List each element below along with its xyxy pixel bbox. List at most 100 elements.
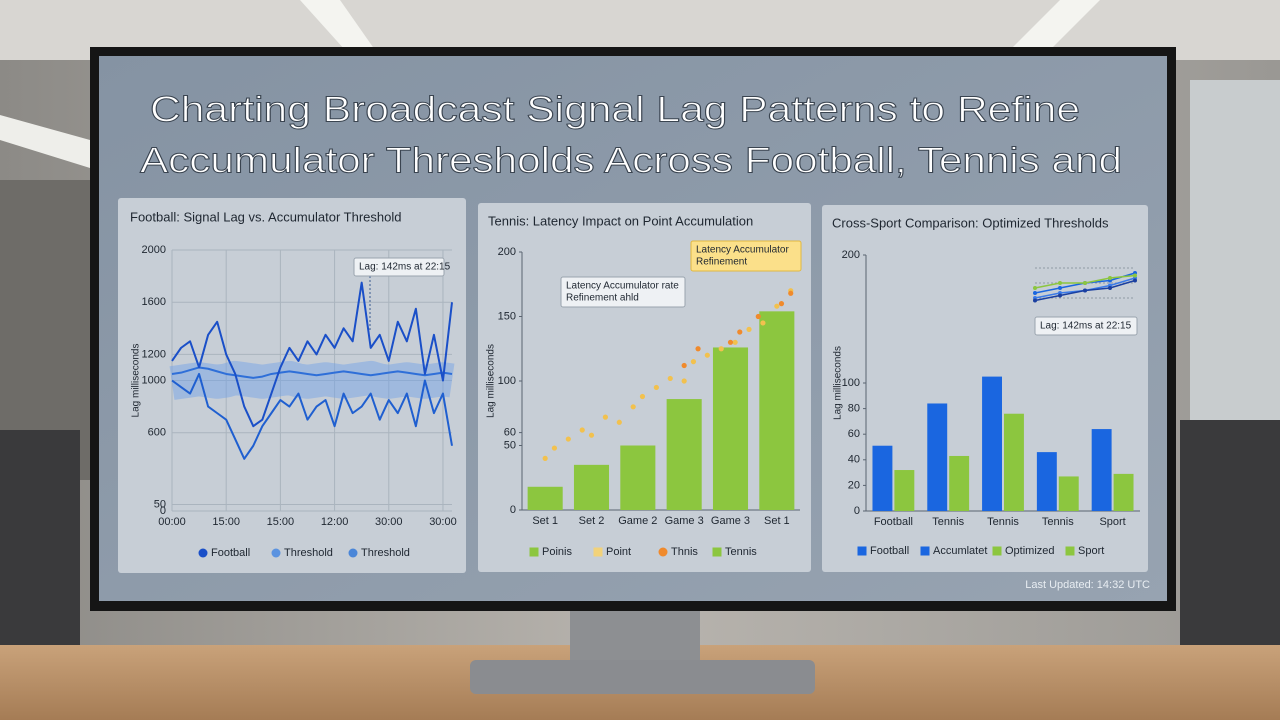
y-tick-label: 100 — [842, 377, 860, 389]
scatter-point — [695, 346, 701, 352]
legend-marker — [593, 547, 603, 557]
y-tick-label: 0 — [854, 505, 860, 517]
legend-label: Accumlatet — [933, 545, 987, 557]
scatter-point — [616, 419, 622, 425]
y-tick-label: 1600 — [142, 296, 166, 308]
y-tick-label: 60 — [848, 428, 860, 440]
bar — [527, 486, 563, 510]
legend-marker — [271, 548, 281, 558]
scatter-point — [579, 427, 585, 433]
x-tick-label: Game 2 — [618, 515, 657, 527]
page-title: Charting Broadcast Signal Lag Patterns t… — [150, 89, 1080, 130]
y-axis-label: Lag milliseconds — [833, 346, 844, 420]
ceiling-light — [300, 0, 375, 50]
y-axis-label: Lag milliseconds — [131, 344, 142, 418]
annotation-text: Lag: 142ms at 22:15 — [1040, 321, 1132, 332]
inset-point — [1133, 278, 1137, 283]
series-line — [171, 281, 453, 428]
legend-label: Threshold — [361, 547, 410, 559]
bar — [1036, 452, 1057, 511]
bar — [872, 445, 893, 511]
y-tick-label: 100 — [498, 375, 516, 387]
inset-point — [1083, 288, 1087, 293]
legend-marker — [658, 547, 668, 557]
bar — [1058, 476, 1079, 511]
bar — [1004, 413, 1024, 511]
footer: Last Updated: 14:32 UTC — [1025, 579, 1150, 591]
scatter-point — [681, 378, 687, 384]
x-tick-label: Sport — [1099, 516, 1125, 528]
inset-point — [1108, 286, 1112, 290]
legend-marker — [857, 546, 867, 556]
scatter-point — [602, 414, 609, 420]
bar — [573, 464, 610, 510]
x-tick-label: 12:00 — [321, 516, 349, 528]
annotation-box — [1034, 316, 1138, 336]
legend-label: Sport — [1078, 545, 1104, 557]
legend-label: Optimized — [1005, 545, 1055, 557]
y-tick-label: 2000 — [142, 244, 166, 256]
scatter-point — [653, 384, 659, 391]
scatter-point — [667, 375, 673, 382]
legend-marker — [712, 547, 722, 557]
inset-point — [1058, 293, 1062, 298]
page-title: Accumulator Thresholds Across Football, … — [140, 140, 1122, 181]
inset-point — [1033, 291, 1037, 295]
legend-label: Football — [211, 547, 250, 559]
series-line — [171, 372, 453, 460]
scatter-point — [588, 432, 595, 438]
y-tick-label: 200 — [498, 246, 516, 258]
ceiling-light — [0, 115, 90, 168]
annotation-box — [353, 257, 445, 277]
annotation-text: Refinement — [696, 257, 747, 268]
scatter-point — [565, 436, 571, 442]
inset-point — [1033, 298, 1037, 303]
legend-label: Thnis — [671, 546, 698, 558]
bar — [894, 470, 915, 511]
legend-marker — [198, 548, 208, 558]
legend-marker — [1065, 546, 1075, 556]
x-tick-label: Game 3 — [665, 515, 704, 527]
y-tick-label: 50 — [504, 439, 516, 451]
inset-point — [1083, 281, 1087, 285]
scatter-point — [774, 303, 780, 309]
chart-title: Football: Signal Lag vs. Accumulator Thr… — [130, 209, 401, 224]
scatter-point — [760, 320, 766, 326]
legend-label: Tennis — [725, 546, 757, 558]
y-tick-label: 1200 — [142, 348, 166, 360]
scatter-point — [551, 445, 558, 451]
legend-marker — [992, 546, 1002, 556]
inset-point — [1108, 276, 1112, 280]
annotation-text: Latency Accumulator rate — [566, 281, 679, 292]
x-tick-label: 15:00 — [267, 516, 295, 528]
scatter-point — [681, 362, 687, 369]
scatter-point — [727, 339, 734, 345]
scatter-point — [778, 301, 785, 307]
x-tick-label: Tennis — [987, 516, 1019, 528]
x-tick-label: Set 1 — [532, 515, 558, 527]
monitor-neck — [570, 606, 700, 668]
scatter-point — [746, 326, 752, 332]
annotation-box — [690, 240, 802, 272]
y-tick-label: 60 — [504, 427, 516, 439]
y-axis-label: Lag milliseconds — [486, 344, 497, 418]
inset-point — [1033, 286, 1037, 290]
scatter-point — [755, 313, 761, 320]
y-tick-label: 600 — [148, 427, 166, 439]
y-tick-label: 50 — [154, 498, 166, 510]
annotation-box — [560, 276, 686, 308]
scatter-point — [704, 352, 710, 358]
annotation-text: Latency Accumulator — [696, 245, 789, 256]
series-line — [171, 366, 453, 379]
bar — [1113, 473, 1134, 511]
ceiling-light — [1000, 0, 1100, 60]
inset-point — [1133, 273, 1137, 278]
inset-point — [1058, 286, 1062, 290]
scatter-point — [639, 393, 646, 400]
bar — [666, 399, 702, 510]
window — [1190, 80, 1280, 480]
legend-marker — [348, 548, 358, 558]
scatter-point — [690, 359, 697, 365]
